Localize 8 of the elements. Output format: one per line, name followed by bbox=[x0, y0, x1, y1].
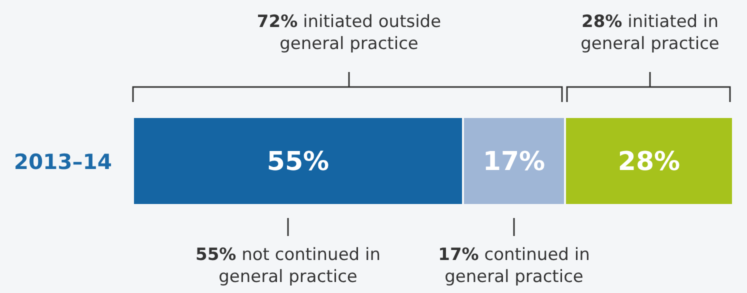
text: 55% not continued in general practice bbox=[196, 245, 380, 287]
data-label: 55% bbox=[266, 147, 330, 177]
data-label: 28% bbox=[618, 147, 680, 177]
text: 28% initiated in general practice bbox=[580, 12, 720, 54]
y-tick-label: 2013–14 bbox=[14, 150, 112, 174]
text: 72% initiated outside general practice bbox=[256, 12, 442, 54]
data-label: 17% bbox=[482, 147, 546, 177]
text: 17% continued in general practice bbox=[438, 245, 590, 287]
